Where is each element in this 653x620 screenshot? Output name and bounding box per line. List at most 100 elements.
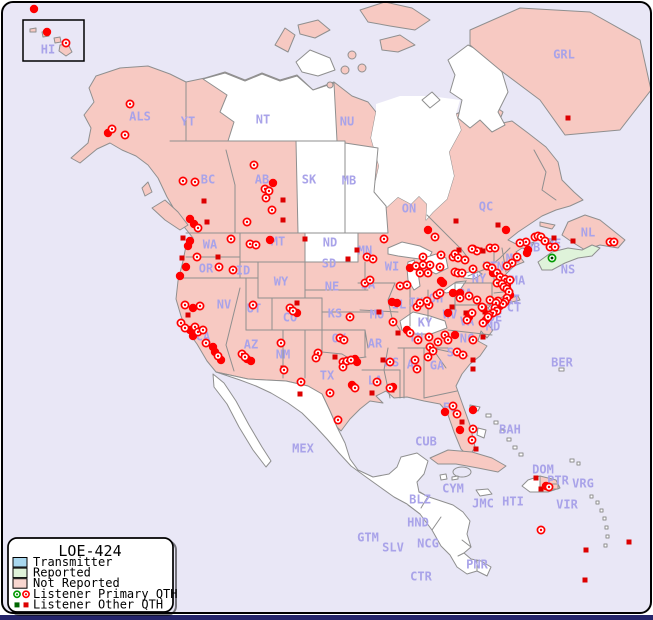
listener-other-qth-marker: [201, 198, 207, 204]
legend-item-label: Listener Other QTH: [33, 597, 163, 611]
listener-primary-qth-marker-dot: [371, 257, 375, 261]
region-label-PTR: PTR: [547, 474, 569, 488]
listener-other-qth-marker: [449, 304, 455, 310]
listener-other-qth-marker: [470, 357, 476, 363]
region-label-DOM: DOM: [532, 463, 554, 477]
hawaii-inset-frame: [22, 19, 85, 62]
listener-other-qth-marker: [473, 446, 479, 452]
listener-primary-qth-marker-dot: [470, 438, 474, 442]
listener-other-qth-marker: [565, 115, 571, 121]
listener-other-qth-marker: [376, 309, 382, 315]
region-label-VIR: VIR: [556, 498, 578, 512]
listener-primary-qth-marker-dot: [353, 386, 357, 390]
legend-item-label: Transmitter: [33, 555, 112, 569]
listener-primary-qth-marker-dot: [510, 261, 514, 265]
region-label-BC: BC: [201, 173, 215, 187]
listener-primary-qth-marker-dot: [415, 367, 419, 371]
listener-primary-qth-marker-dot: [467, 294, 471, 298]
listener-other-qth-marker: [551, 235, 557, 241]
listener-cluster-marker: [501, 225, 511, 235]
listener-primary-qth-marker-dot: [391, 320, 395, 324]
region-label-SK: SK: [302, 173, 317, 187]
region-label-SLV: SLV: [382, 541, 404, 555]
listener-primary-qth-marker-dot: [505, 264, 509, 268]
listener-other-qth-marker: [215, 254, 221, 260]
listener-primary-qth-marker-dot: [398, 284, 402, 288]
region-label-QC: QC: [479, 200, 493, 214]
listener-primary-qth-marker-dot: [524, 240, 528, 244]
listener-primary-qth-marker-dot: [463, 258, 467, 262]
listener-primary-qth-marker-dot: [507, 290, 511, 294]
listener-primary-qth-marker-dot: [388, 360, 392, 364]
region-label-WA: WA: [203, 238, 218, 252]
listener-primary-qth-marker-dot: [427, 335, 431, 339]
island-small-arctic: [340, 65, 350, 75]
listener-other-qth-marker: [345, 256, 351, 262]
listener-primary-qth-marker-dot: [405, 283, 409, 287]
listener-primary-qth-marker-dot: [110, 127, 114, 131]
listener-other-qth-marker: [495, 222, 501, 228]
listener-primary-qth-marker-dot: [342, 338, 346, 342]
listener-other-qth-marker: [582, 577, 588, 583]
island-southampton: [421, 91, 441, 109]
region-label-HTI: HTI: [502, 495, 524, 509]
region-label-CYM: CYM: [442, 482, 464, 496]
listener-other-qth-marker: [470, 366, 476, 372]
listener-primary-qth-marker-dot: [291, 309, 295, 313]
region-label-ALS: ALS: [129, 110, 151, 124]
legend-item-label: Listener Primary QTH: [33, 587, 178, 601]
listener-primary-qth-marker-dot: [229, 237, 233, 241]
listener-other-qth-marker: [533, 475, 539, 481]
listener-primary-qth-marker-dot: [279, 341, 283, 345]
listener-other-qth-marker: [280, 217, 286, 223]
listener-primary-qth-marker-dot: [543, 239, 547, 243]
listener-other-qth-marker: [294, 300, 300, 306]
region-label-MT: MT: [271, 235, 285, 249]
listener-primary-qth-marker-dot: [446, 338, 450, 342]
legend-swatch-2: [12, 578, 28, 589]
listener-cluster-marker: [29, 4, 39, 14]
listener-other-qth-marker: [369, 390, 375, 396]
region-label-SD: SD: [322, 257, 336, 271]
region-label-BER: BER: [551, 356, 573, 370]
region-label-YT: YT: [181, 115, 195, 129]
listener-primary-qth-marker-dot: [193, 180, 197, 184]
listener-primary-qth-marker-dot: [471, 427, 475, 431]
listener-cluster-marker: [438, 278, 448, 288]
listener-primary-qth-marker-dot: [363, 281, 367, 285]
listener-primary-qth-marker-dot: [128, 102, 132, 106]
region-label-KS: KS: [328, 307, 342, 321]
listener-cluster-marker: [423, 225, 433, 235]
region-BER-island: [558, 367, 565, 372]
listener-primary-qth-marker-dot: [183, 303, 187, 307]
listener-primary-qth-marker-dot: [408, 331, 412, 335]
listener-primary-qth-marker-dot: [375, 380, 379, 384]
listener-primary-qth-marker-dot: [299, 380, 303, 384]
listener-primary-qth-marker-dot: [518, 241, 522, 245]
listener-primary-qth-marker-dot: [336, 418, 340, 422]
listener-primary-qth-marker-dot: [547, 485, 551, 489]
listener-other-qth-marker: [302, 236, 308, 242]
listener-other-qth-marker: [185, 312, 191, 318]
listener-primary-qth-marker-dot: [382, 237, 386, 241]
listener-primary-qth-marker-dot: [421, 255, 425, 259]
listener-primary-qth-marker-dot: [515, 255, 519, 259]
listener-primary-qth-marker-dot: [471, 267, 475, 271]
listener-primary-qth-marker-dot: [455, 350, 459, 354]
listener-primary-qth-marker-dot: [481, 321, 485, 325]
region-label-MD: MD: [486, 320, 500, 334]
region-label-NY: NY: [472, 272, 487, 286]
listener-primary-qth-marker-dot: [181, 179, 185, 183]
region-label-TX: TX: [320, 369, 335, 383]
listener-primary-qth-marker-dot: [539, 235, 543, 239]
listener-other-qth-marker: [570, 238, 576, 244]
island-anticosti: [539, 221, 556, 230]
region-label-GA: GA: [430, 359, 445, 373]
region-label-KY: KY: [418, 316, 433, 330]
listener-primary-qth-marker-dot: [612, 240, 616, 244]
listener-primary-qth-marker-dot: [461, 353, 465, 357]
listener-other-qth-marker: [456, 247, 462, 253]
listener-primary-qth-marker-dot: [368, 278, 372, 282]
listener-primary-qth-marker-dot: [270, 208, 274, 212]
listener-primary-qth-marker-dot: [443, 333, 447, 337]
